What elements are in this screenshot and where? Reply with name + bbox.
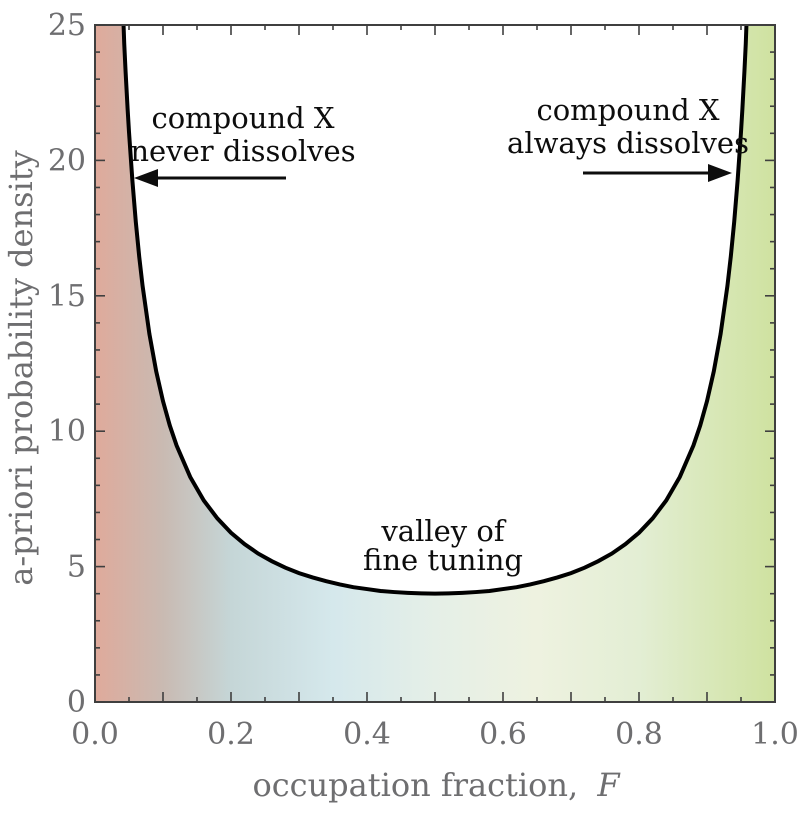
x-axis-label-variable: F — [596, 766, 621, 804]
right-arrow-icon — [583, 164, 732, 182]
x-tick-label: 1.0 — [751, 717, 799, 752]
left-arrow-icon — [134, 169, 286, 187]
y-tick-label: 20 — [48, 143, 86, 178]
annotation-never-dissolves-line1: compound X — [151, 101, 334, 135]
x-axis-label: occupation fraction, F — [252, 766, 621, 804]
plot-area: 0.0 0.2 0.4 0.6 0.8 1.0 0 5 10 15 20 25 — [48, 8, 799, 752]
y-tick-label: 15 — [48, 279, 86, 314]
y-tick-label: 0 — [67, 685, 86, 720]
x-tick-label: 0.8 — [615, 717, 663, 752]
x-tick-label: 0.0 — [71, 717, 119, 752]
x-tick-label: 0.2 — [207, 717, 255, 752]
x-tick-label: 0.6 — [479, 717, 527, 752]
annotation-valley-line1: valley of — [380, 514, 506, 548]
x-tick-label: 0.4 — [343, 717, 391, 752]
annotation-never-dissolves-line2: never dissolves — [130, 134, 355, 168]
y-tick-label: 10 — [48, 414, 86, 449]
y-tick-label: 5 — [67, 550, 86, 585]
x-axis-label-text: occupation fraction, — [252, 766, 578, 804]
y-tick-label: 25 — [48, 8, 86, 43]
gradient-area-fill — [95, 25, 775, 702]
probability-density-curve — [121, 25, 749, 596]
y-axis-label: a-priori probability density — [2, 150, 40, 585]
annotation-valley-line2: fine tuning — [363, 543, 523, 577]
annotation-always-dissolves-line1: compound X — [536, 93, 719, 127]
annotation-always-dissolves-line2: always dissolves — [507, 126, 749, 160]
